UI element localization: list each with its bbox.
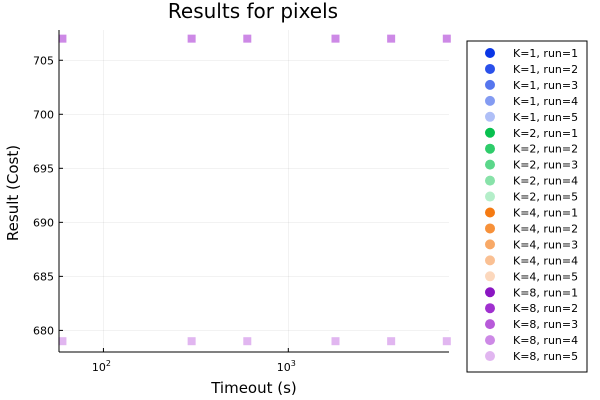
legend-label: K=2, run=4: [513, 175, 578, 188]
chart-title: Results for pixels: [168, 0, 338, 23]
legend-marker: [485, 287, 495, 298]
data-point: [243, 34, 252, 43]
legend-label: K=8, run=5: [513, 350, 578, 363]
legend-label: K=1, run=2: [513, 63, 578, 76]
legend-marker: [485, 223, 495, 234]
grid: [59, 30, 449, 352]
legend-marker: [485, 303, 495, 314]
y-tick-label: 700: [33, 108, 54, 121]
legend-marker: [485, 351, 495, 362]
x-tick-label: 103: [277, 359, 296, 374]
data-points: [58, 34, 451, 346]
legend-marker: [485, 111, 495, 122]
data-point: [331, 34, 340, 43]
legend-label: K=1, run=4: [513, 95, 578, 108]
legend-label: K=4, run=5: [513, 270, 578, 283]
data-point: [387, 34, 396, 43]
data-point: [187, 337, 196, 346]
data-point: [442, 34, 451, 43]
legend-marker: [485, 143, 495, 154]
legend-label: K=4, run=4: [513, 254, 578, 267]
legend-label: K=2, run=2: [513, 143, 578, 156]
data-point: [331, 337, 340, 346]
legend-marker: [485, 191, 495, 202]
data-point: [58, 337, 67, 346]
legend-marker: [485, 239, 495, 250]
legend-marker: [485, 48, 495, 58]
legend-label: K=1, run=1: [513, 47, 578, 60]
y-tick-label: 685: [33, 270, 54, 283]
data-point: [387, 337, 396, 346]
x-axis-label: Timeout (s): [210, 379, 297, 397]
y-tick-label: 680: [33, 324, 54, 337]
x-axis-ticks: 102 103: [92, 348, 296, 374]
legend-label: K=4, run=3: [513, 238, 578, 251]
y-axis-label: Result (Cost): [4, 145, 22, 241]
legend-marker: [485, 127, 495, 138]
plot-frame: [58, 30, 449, 353]
legend-marker: [485, 255, 495, 266]
x-tick-label: 102: [92, 359, 111, 374]
data-point: [58, 34, 67, 43]
legend-label: K=4, run=2: [513, 222, 578, 235]
legend-marker: [485, 335, 495, 346]
legend-marker: [485, 319, 495, 330]
legend: K=1, run=1 K=1, run=2 K=1, run=3 K=1, run=4…: [466, 40, 588, 373]
legend-label: K=2, run=1: [513, 127, 578, 140]
legend-marker: [485, 175, 495, 186]
legend-label: K=1, run=3: [513, 79, 578, 92]
y-tick-label: 705: [33, 54, 54, 67]
legend-label: K=8, run=2: [513, 302, 578, 315]
legend-box: [466, 40, 588, 373]
y-tick-label: 690: [33, 216, 54, 229]
legend-label: K=2, run=3: [513, 159, 578, 172]
legend-label: K=1, run=5: [513, 111, 578, 124]
legend-label: K=8, run=1: [513, 286, 578, 299]
legend-label: K=8, run=3: [513, 318, 578, 331]
data-point: [187, 34, 196, 43]
data-point: [442, 337, 451, 346]
legend-marker: [485, 271, 495, 282]
y-axis-ticks: 680 685 690 695 700 705: [33, 54, 63, 337]
legend-marker: [485, 159, 495, 170]
legend-marker: [485, 207, 495, 218]
legend-label: K=2, run=5: [513, 191, 578, 204]
legend-marker: [485, 79, 495, 90]
legend-marker: [485, 63, 495, 74]
legend-label: K=4, run=1: [513, 207, 578, 220]
data-point: [243, 337, 252, 346]
legend-label: K=8, run=4: [513, 334, 578, 347]
y-tick-label: 695: [33, 162, 54, 175]
legend-marker: [485, 95, 495, 106]
